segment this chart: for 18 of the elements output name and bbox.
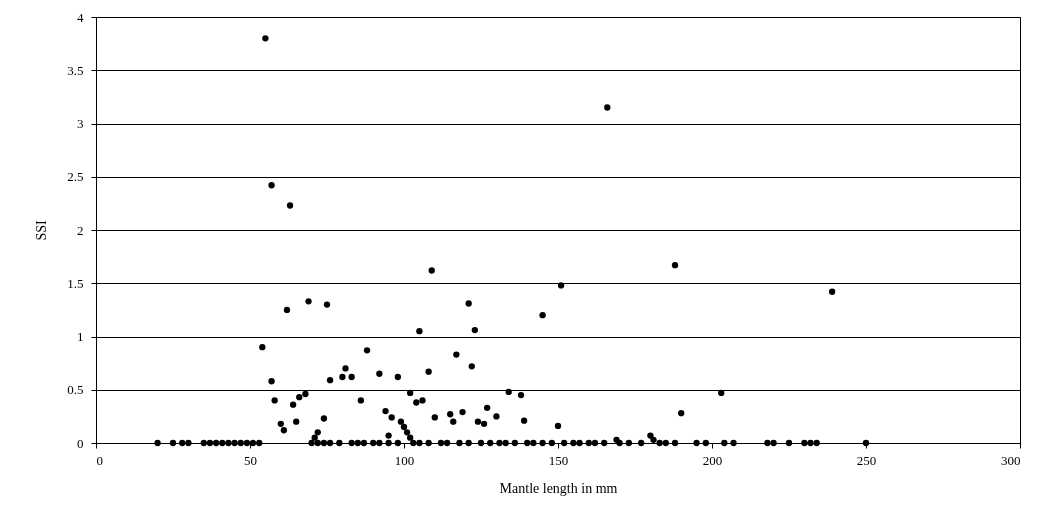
y-tick-label: 1 <box>77 329 84 344</box>
x-tick-label: 250 <box>856 452 877 468</box>
x-tick-label: 100 <box>394 452 415 468</box>
y-tick-label: 0 <box>77 435 84 451</box>
x-axis-title: Mantle length in mm <box>499 480 618 496</box>
x-tick-label: 150 <box>548 452 569 468</box>
y-tick-label: 3.5 <box>67 62 84 78</box>
x-tick-label: 0 <box>96 452 103 468</box>
y-tick-label: 1.5 <box>67 275 84 291</box>
y-axis-title: SSI <box>34 220 50 241</box>
x-tick-label: 300 <box>1001 452 1021 468</box>
y-tick-label: 2.5 <box>67 169 84 185</box>
y-tick-label: 4 <box>77 9 84 25</box>
x-tick-label: 50 <box>244 452 257 468</box>
y-tick-label: 3 <box>77 116 84 131</box>
x-tick-label: 200 <box>702 452 723 468</box>
y-tick-label: 2 <box>77 222 84 238</box>
y-tick-label: 0.5 <box>67 382 84 398</box>
